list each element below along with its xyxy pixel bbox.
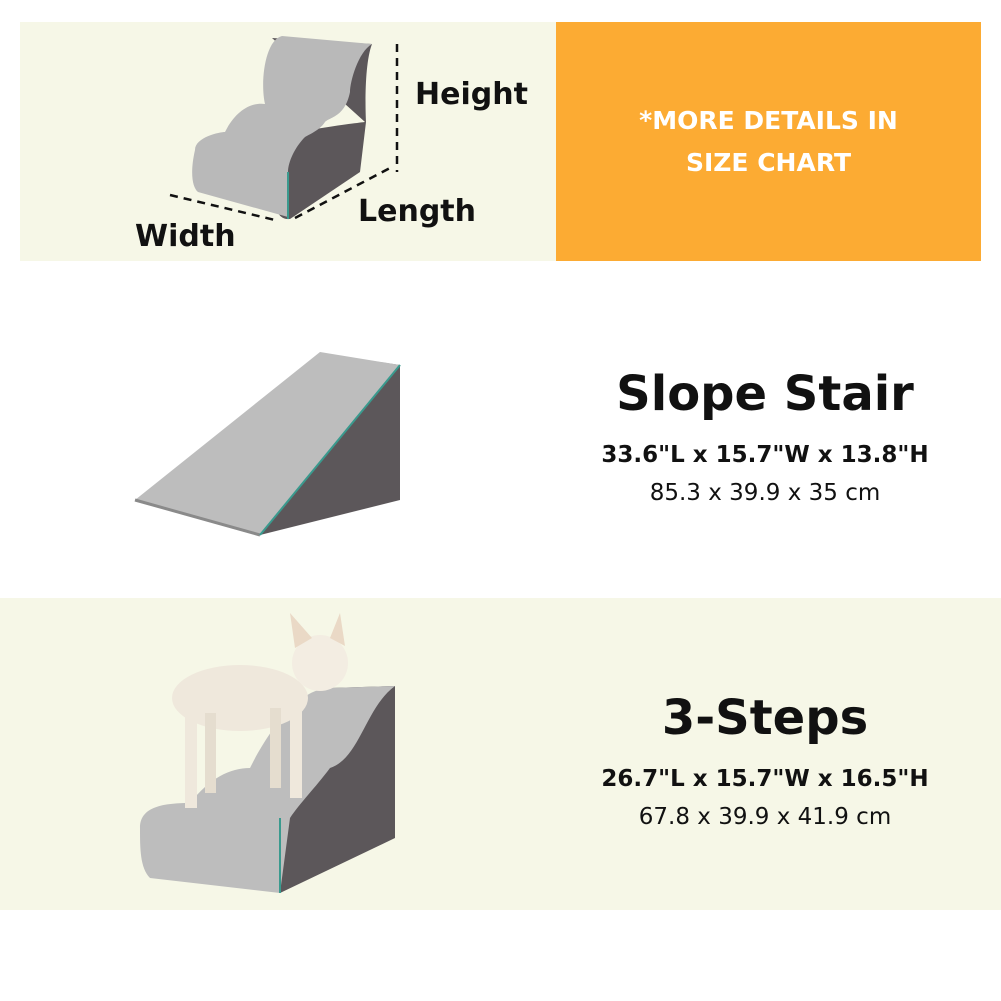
slope-stair-image — [134, 352, 401, 537]
product-title-slope-stair: Slope Stair — [616, 366, 914, 422]
length-label: Length — [358, 194, 476, 229]
height-label: Height — [415, 77, 528, 112]
three-steps-band: 3-Steps 26.7"L x 15.7"W x 16.5"H 67.8 x … — [0, 598, 1001, 910]
three-steps-metric-size: 67.8 x 39.9 x 41.9 cm — [638, 804, 892, 830]
size-chart-note: *MORE DETAILS IN SIZE CHART — [556, 22, 981, 261]
dimension-diagram-panel: Height Length Width — [20, 22, 556, 261]
three-steps-with-dog-image — [140, 613, 395, 893]
width-label: Width — [135, 219, 236, 254]
stair-dimension-illustration — [169, 36, 399, 222]
size-chart-note-text: *MORE DETAILS IN SIZE CHART — [639, 105, 898, 177]
slope-stair-metric-size: 85.3 x 39.9 x 35 cm — [649, 480, 881, 506]
dog-head — [292, 635, 348, 691]
product-title-3-steps: 3-Steps — [661, 690, 869, 746]
slope-stair-imperial-size: 33.6"L x 15.7"W x 13.8"H — [601, 442, 929, 468]
three-steps-imperial-size: 26.7"L x 15.7"W x 16.5"H — [601, 766, 929, 792]
